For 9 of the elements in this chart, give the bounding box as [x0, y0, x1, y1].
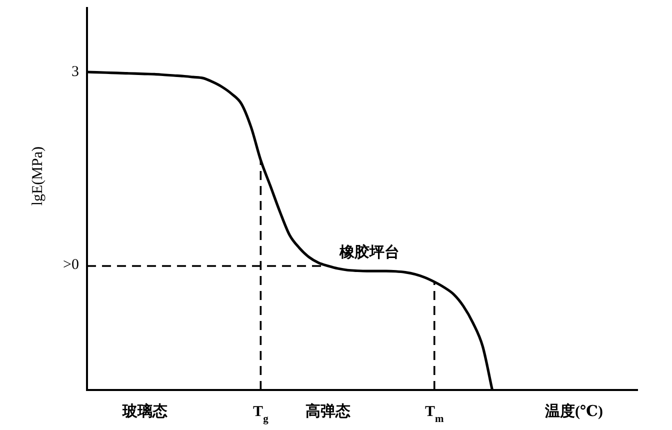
ylabel: lgE(MPa) — [30, 146, 46, 206]
xtick: T$_{m}$ — [424, 404, 444, 424]
xtick: T$_{g}$ — [253, 404, 268, 424]
xlabel: 温度(℃) — [545, 404, 603, 420]
xtick: 高弹态 — [306, 404, 351, 420]
xtick: 玻璃态 — [122, 404, 168, 420]
annotation: 3 — [72, 64, 79, 80]
annotation: 橡胶坪台 — [340, 245, 400, 261]
annotation: >0 — [63, 257, 79, 273]
